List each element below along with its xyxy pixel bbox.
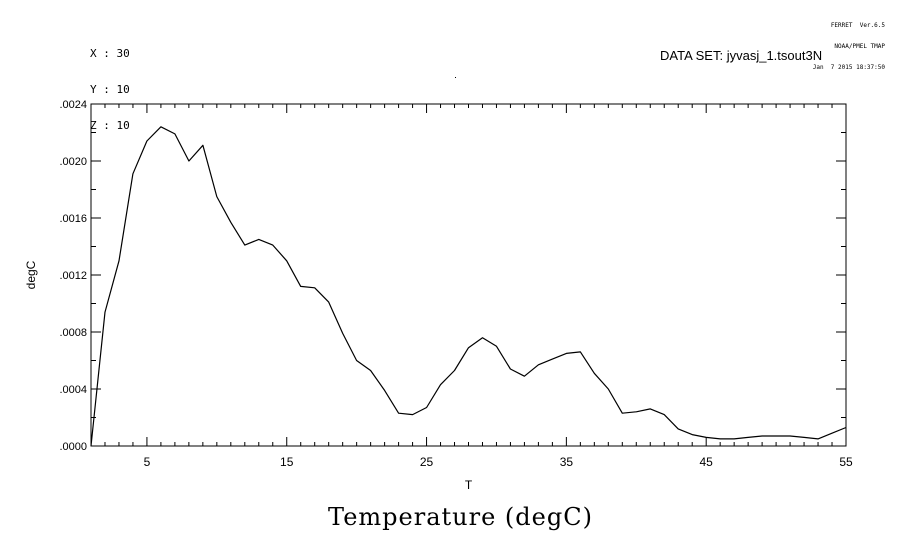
x-tick-label: 25 <box>420 455 434 469</box>
x-tick-label: 15 <box>280 455 294 469</box>
x-tick-label: 5 <box>144 455 151 469</box>
series-line <box>90 126 847 447</box>
x-tick-label: 45 <box>700 455 714 469</box>
y-tick-label: .0012 <box>59 270 87 282</box>
y-tick-label: .0000 <box>59 441 87 453</box>
y-tick-label: .0020 <box>59 156 87 168</box>
chart-title: Temperature (degC) <box>328 503 593 531</box>
plot-frame <box>90 103 847 447</box>
ferret-date: Jan 7 2015 18:37:50 <box>812 64 885 71</box>
ferret-stamp: FERRET Ver.6.5 NOAA/PMEL TMAP Jan 7 2015… <box>813 8 885 78</box>
stray-dot <box>455 77 456 78</box>
y-tick-label: .0024 <box>59 99 87 111</box>
x-axis-label: T <box>465 478 473 492</box>
dataset-label: DATA SET: jyvasj_1.tsout3N <box>660 48 823 63</box>
ferret-org: NOAA/PMEL TMAP <box>834 43 885 50</box>
coordinates-readout: X : 30 Y : 10 Z : 10 <box>90 24 130 144</box>
y-tick-label: .0008 <box>59 327 87 339</box>
coord-z: Z : 10 <box>90 119 130 132</box>
coord-y: Y : 10 <box>90 83 130 96</box>
x-tick-label: 35 <box>560 455 574 469</box>
coord-x: X : 30 <box>90 47 130 60</box>
x-tick-label: 55 <box>839 455 853 469</box>
y-axis-label: degC <box>24 260 38 289</box>
y-tick-label: .0004 <box>59 384 87 396</box>
ferret-version: FERRET Ver.6.5 <box>830 22 885 29</box>
y-tick-label: .0016 <box>59 213 87 225</box>
